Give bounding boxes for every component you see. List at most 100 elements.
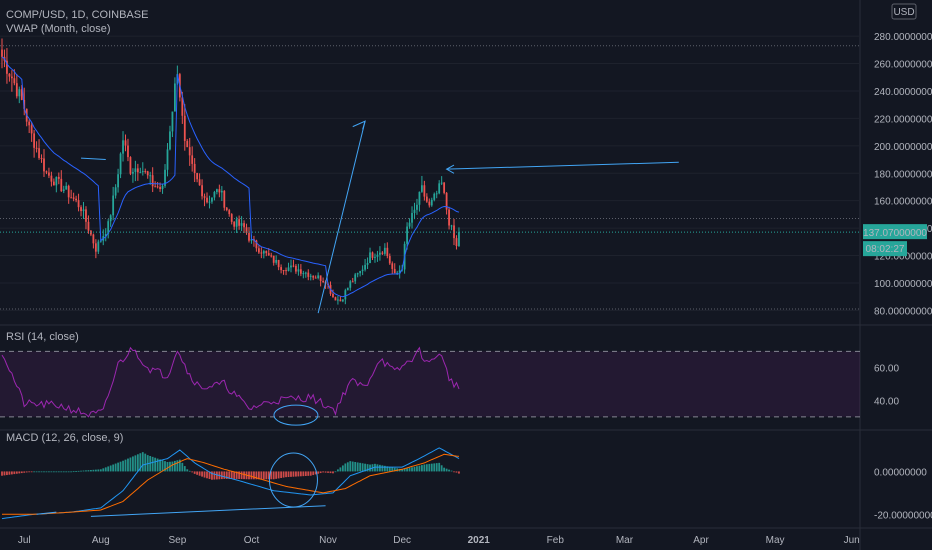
macd-histogram-bar [450, 470, 453, 472]
candle-body [379, 252, 381, 255]
macd-histogram-bar [203, 471, 206, 478]
candle-body [453, 225, 455, 239]
candle-body [181, 97, 184, 116]
candle-body [57, 176, 60, 179]
macd-histogram-bar [401, 469, 404, 472]
candle-body [314, 277, 317, 279]
rsi-legend[interactable]: RSI (14, close) [6, 331, 79, 343]
macd-histogram-bar [55, 471, 58, 473]
candle-body [220, 190, 223, 193]
candle-body [374, 256, 376, 258]
macd-histogram-bar [18, 471, 21, 474]
candle-body [40, 157, 43, 159]
macd-histogram-bar [191, 471, 194, 473]
macd-histogram-bar [322, 471, 324, 473]
macd-histogram-bar [233, 471, 236, 479]
time-tick-label: Dec [393, 535, 411, 546]
macd-histogram-bar [267, 471, 270, 480]
macd-histogram-bar [122, 460, 124, 472]
candle-body [97, 241, 100, 252]
macd-histogram-bar [82, 470, 85, 472]
macd-histogram-bar [136, 454, 139, 472]
candle-body [275, 259, 278, 263]
candle-body [369, 252, 371, 264]
candle-body [411, 213, 413, 223]
candle-body [243, 223, 245, 228]
candle-body [450, 225, 453, 227]
macd-histogram-bar [50, 471, 53, 473]
divergence-line [90, 505, 326, 517]
macd-histogram-bar [8, 471, 11, 475]
macd-legend[interactable]: MACD (12, 26, close, 9) [6, 432, 124, 444]
candle-body [430, 199, 433, 206]
symbol-title[interactable]: COMP/USD, 1D, COINBASE [6, 9, 149, 21]
candle-body [38, 148, 40, 158]
price-tick-label: 100.00000000 [874, 279, 932, 290]
macd-histogram-bar [302, 471, 305, 477]
macd-histogram-bar [270, 471, 273, 480]
macd-histogram-bar [43, 471, 45, 473]
candle-body [371, 252, 374, 258]
macd-histogram-bar [329, 471, 332, 474]
macd-line [1, 447, 460, 520]
candle-body [129, 157, 132, 174]
macd-histogram-bar [228, 471, 231, 479]
macd-histogram-bar [455, 471, 458, 473]
macd-histogram-bar [119, 461, 122, 472]
plot-area[interactable] [0, 38, 860, 520]
candle-body [280, 267, 283, 271]
vwap-legend[interactable]: VWAP (Month, close) [6, 23, 111, 35]
macd-histogram-bar [117, 462, 119, 472]
candle-body [277, 259, 280, 268]
macd-histogram-bar [166, 462, 169, 472]
macd-histogram-bar [201, 471, 203, 477]
macd-histogram-bar [386, 466, 389, 472]
candle-body [396, 272, 399, 274]
candle-body [15, 83, 18, 97]
price-tick-label: 120.00000000 [874, 252, 932, 263]
macd-histogram-bar [354, 462, 357, 472]
macd-histogram-bar [317, 471, 320, 474]
candle-body [386, 247, 389, 257]
macd-histogram-bar [40, 471, 43, 473]
resistance-arrow [446, 161, 679, 170]
price-tick-label: 200.00000000 [874, 142, 932, 153]
macd-histogram-bar [1, 471, 3, 476]
candle-body [215, 189, 218, 193]
macd-histogram-bar [280, 471, 283, 478]
macd-histogram-bar [72, 471, 75, 473]
candle-body [104, 234, 107, 237]
price-tick-label: 240.00000000 [874, 87, 932, 98]
time-tick-label: Sep [168, 535, 186, 546]
candle-body [8, 73, 11, 77]
candle-body [250, 239, 253, 241]
macd-histogram-bar [304, 471, 307, 476]
candle-body [94, 243, 97, 252]
candle-body [107, 221, 110, 235]
divergence-line [36, 511, 57, 515]
macd-histogram-bar [379, 464, 381, 472]
candle-body [20, 89, 23, 100]
price-tick-label: 180.00000000 [874, 169, 932, 180]
macd-histogram-bar [62, 471, 65, 473]
candle-body [174, 83, 176, 112]
candle-body [366, 263, 369, 265]
candle-body [364, 264, 366, 270]
candle-body [117, 174, 119, 188]
candle-body [218, 189, 221, 193]
macd-histogram-bar [139, 453, 142, 472]
candle-body [112, 195, 115, 216]
macd-histogram-bar [319, 471, 322, 474]
macd-tick-label: 0.00000000 [874, 467, 927, 478]
candle-body [322, 280, 324, 282]
macd-histogram-bar [416, 466, 418, 472]
macd-histogram-bar [272, 471, 275, 480]
macd-histogram-bar [445, 468, 448, 472]
candle-body [282, 270, 285, 272]
candle-body [383, 247, 386, 254]
macd-histogram-bar [438, 462, 441, 472]
macd-histogram-bar [453, 471, 455, 473]
trend-arrowhead [352, 120, 366, 130]
candle-body [196, 172, 199, 180]
